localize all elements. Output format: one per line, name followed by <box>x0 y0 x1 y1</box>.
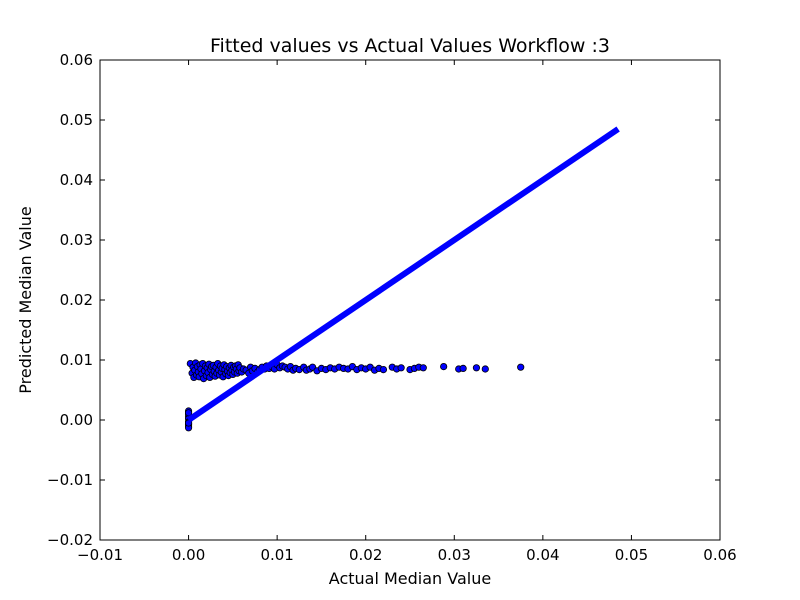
x-tick-label-7: 0.06 <box>703 546 736 564</box>
scatter-point-116 <box>419 364 427 372</box>
y-tick-label-2: 0.00 <box>60 411 93 429</box>
y-tick-label-6: 0.04 <box>60 171 93 189</box>
x-tick-label-2: 0.01 <box>260 546 293 564</box>
x-axis-label: Actual Median Value <box>329 569 491 588</box>
y-tick-label-8: 0.06 <box>60 51 93 69</box>
x-tick-label-6: 0.05 <box>615 546 648 564</box>
y-tick-label-0: −0.02 <box>47 531 93 549</box>
scatter-point-109 <box>379 365 388 374</box>
x-tick-label-1: 0.00 <box>172 546 205 564</box>
x-tick-label-5: 0.04 <box>526 546 559 564</box>
scatter-point-112 <box>397 364 405 372</box>
y-tick-label-1: −0.01 <box>47 471 93 489</box>
fit-line <box>186 126 620 423</box>
y-axis-label: Predicted Median Value <box>16 206 35 393</box>
y-tick-label-4: 0.02 <box>60 291 93 309</box>
scatter-point-122 <box>517 363 525 371</box>
x-tick-label-3: 0.02 <box>349 546 382 564</box>
scatter-point-121 <box>481 365 489 373</box>
y-tick-label-3: 0.01 <box>60 351 93 369</box>
fit-line-layer <box>186 126 620 423</box>
y-tick-label-5: 0.03 <box>60 231 93 249</box>
y-tick-label-7: 0.05 <box>60 111 93 129</box>
tick-labels: −0.01 0.00 0.01 0.02 0.03 0.04 0.05 0.06−0.02−0… <box>47 51 737 564</box>
scatter-point-117 <box>440 362 448 371</box>
x-tick-label-4: 0.03 <box>438 546 471 564</box>
scatter-point-8 <box>184 409 193 417</box>
chart-title: Fitted values vs Actual Values Workflow … <box>210 35 610 57</box>
scatter-point-119 <box>459 364 467 372</box>
axis-ticks <box>99 59 721 541</box>
x-tick-label-0: −0.01 <box>77 546 123 564</box>
scatter-point-120 <box>472 364 481 372</box>
